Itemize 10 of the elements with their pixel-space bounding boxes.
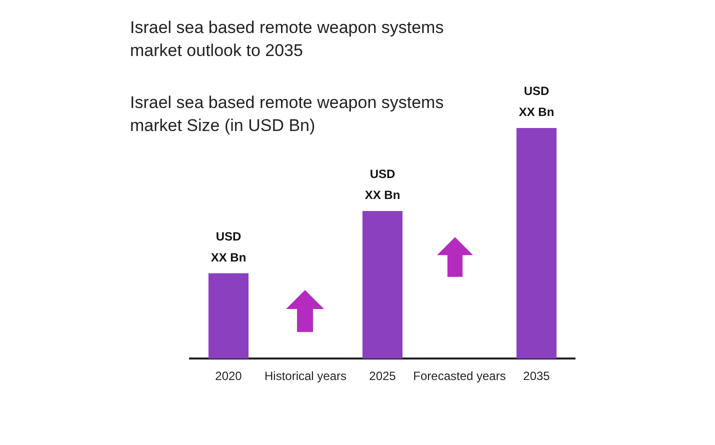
chart-title: Israel sea based remote weapon systems market outlook to 2035: [130, 17, 445, 62]
x-tick-label: 2020: [215, 369, 242, 384]
x-tick-label: 2035: [523, 369, 550, 384]
x-tick-label: Historical years: [264, 369, 347, 384]
chart-subtitle: Israel sea based remote weapon systems market Size (in USD Bn): [130, 92, 445, 137]
x-tick-label: Forecasted years: [413, 369, 506, 384]
annotation: USD XX Bn: [364, 167, 400, 202]
annotation: USD XX Bn: [210, 229, 246, 264]
x-tick-label: 2025: [369, 369, 396, 384]
annotation: USD XX Bn: [518, 84, 554, 119]
